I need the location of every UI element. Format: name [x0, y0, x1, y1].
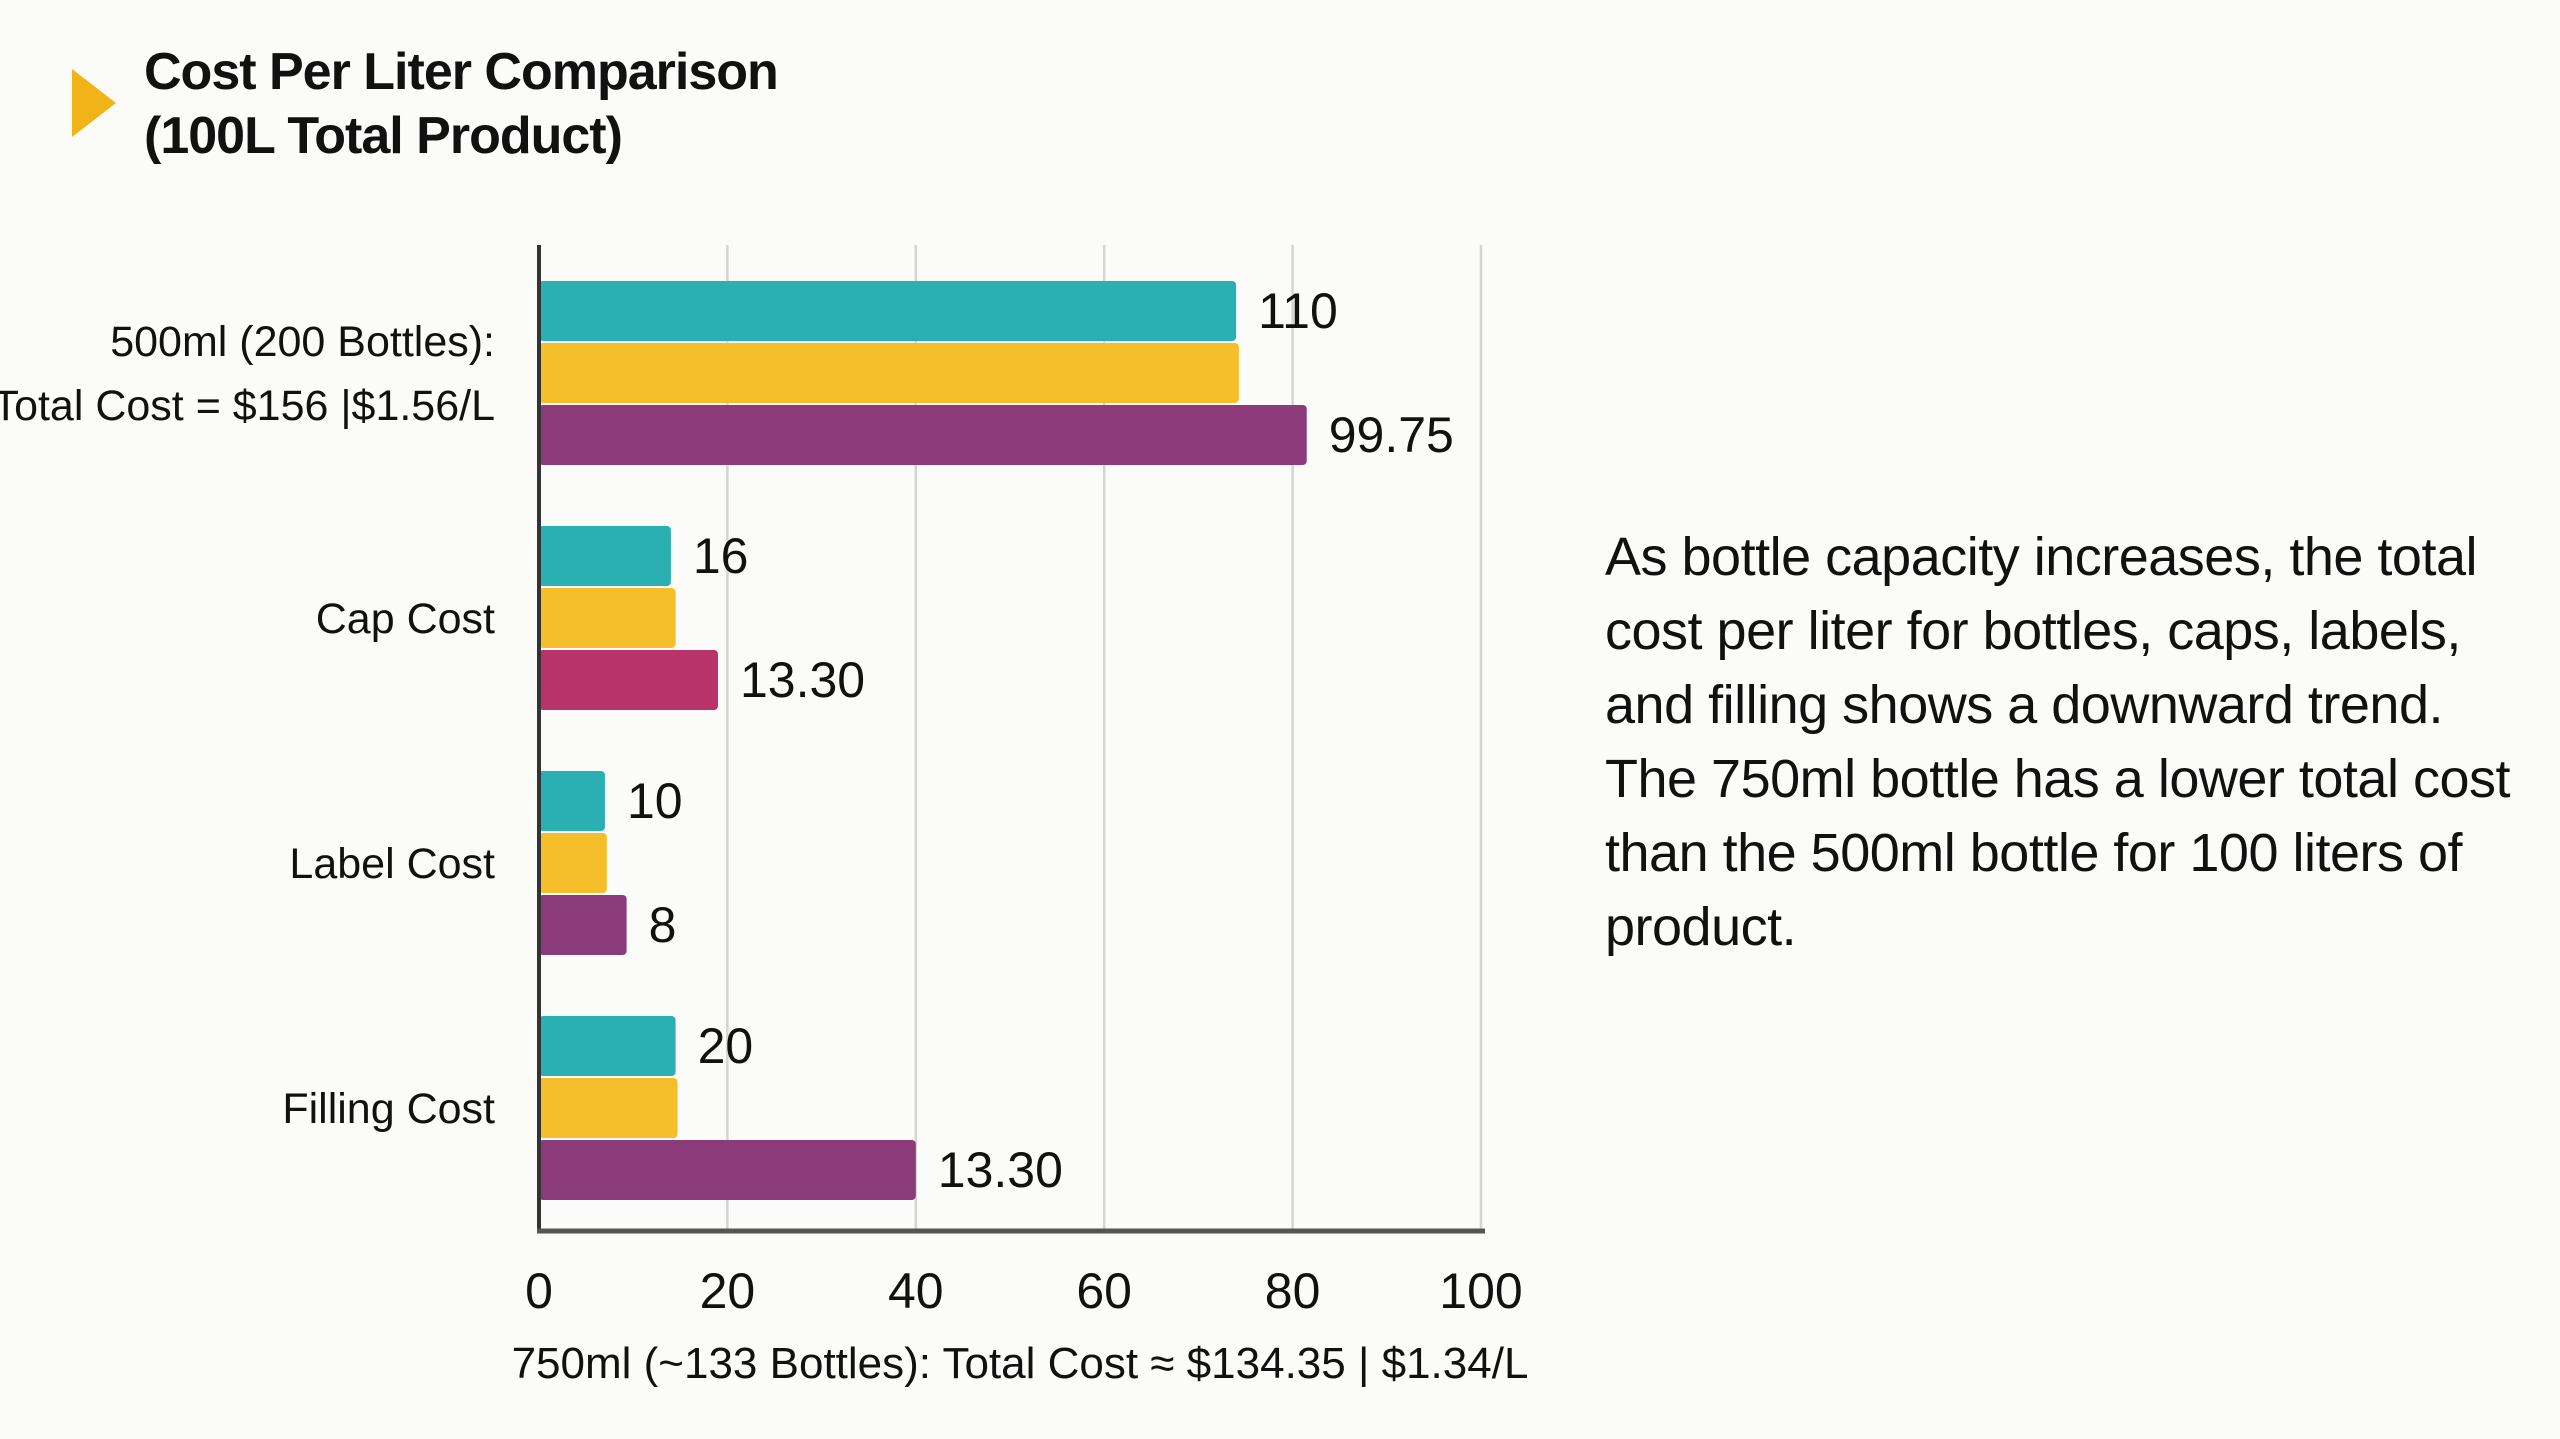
summary-note: As bottle capacity increases, the total … [1605, 527, 2511, 957]
data-label: 99.75 [1329, 407, 1454, 463]
data-label: 13.30 [938, 1142, 1063, 1198]
data-label: 8 [649, 897, 677, 953]
bar [539, 1016, 676, 1076]
bar [539, 526, 671, 586]
title-line-1: Cost Per Liter Comparison [144, 43, 779, 101]
bar [539, 405, 1307, 465]
bar [539, 281, 1237, 341]
bar [539, 895, 627, 955]
title-line-2: (100L Total Product) [144, 107, 623, 165]
bar [539, 771, 605, 831]
x-axis-label: 750ml (~133 Bottles): Total Cost ≈ $134.… [512, 1339, 1529, 1388]
bar [539, 588, 676, 648]
x-tick-label: 40 [888, 1263, 944, 1319]
data-label: 10 [627, 773, 683, 829]
bar [539, 343, 1239, 403]
x-tick-label: 100 [1439, 1263, 1522, 1319]
category-label: Filling Cost [282, 1085, 495, 1133]
data-label: 13.30 [740, 652, 865, 708]
x-tick-label: 60 [1076, 1263, 1132, 1319]
bar [539, 650, 718, 710]
category-label: Label Cost [289, 840, 495, 888]
data-label: 20 [698, 1018, 754, 1074]
bar [539, 1078, 678, 1138]
category-label: 500ml (200 Bottles): [110, 318, 495, 366]
bar [539, 833, 607, 893]
x-tick-label: 0 [525, 1263, 553, 1319]
x-tick-label: 80 [1265, 1263, 1321, 1319]
data-label: 110 [1258, 283, 1338, 339]
bar [539, 1140, 916, 1200]
category-label: Total Cost = $156 |$1.56/L [0, 382, 495, 430]
x-tick-label: 20 [700, 1263, 756, 1319]
chart-title: Cost Per Liter Comparison (100L Total Pr… [144, 40, 779, 168]
title-triangle-icon [72, 69, 116, 137]
data-label: 16 [693, 528, 749, 584]
category-label: Cap Cost [316, 595, 495, 643]
